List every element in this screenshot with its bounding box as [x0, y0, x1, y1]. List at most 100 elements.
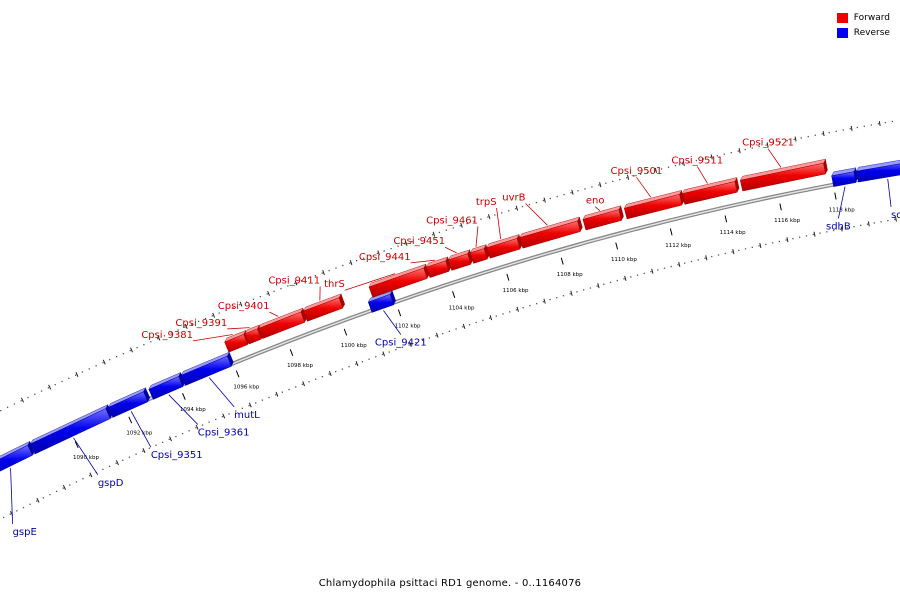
gene-uvrb[interactable]: [519, 216, 583, 249]
gene-cpsi_9511[interactable]: [681, 177, 740, 205]
track-dot: [744, 248, 747, 250]
gene-label: mutL: [234, 410, 260, 421]
track-dot: [835, 130, 837, 132]
track-tick: [355, 361, 359, 367]
track-dot: [884, 121, 887, 124]
track-dot: [415, 342, 417, 344]
track-dot: [583, 289, 585, 291]
track-dot: [275, 394, 277, 396]
track-dot: [142, 450, 144, 452]
gene-eno[interactable]: [582, 205, 624, 231]
track-dot: [495, 315, 497, 317]
track-dot: [128, 456, 131, 458]
track-dot: [195, 427, 197, 429]
track-dot: [281, 391, 283, 393]
track-dot: [74, 374, 77, 376]
track-dot: [300, 280, 303, 282]
track-dot: [170, 332, 172, 334]
track-dot: [55, 490, 58, 493]
track-dot: [201, 424, 204, 426]
gene-label-leader: [475, 226, 479, 247]
gene-label-leader: [344, 273, 396, 291]
track-dot: [362, 257, 365, 259]
gene-sdha[interactable]: [856, 157, 900, 183]
track-dot: [452, 227, 454, 229]
track-dot: [528, 203, 531, 206]
track-dot: [218, 312, 220, 314]
track-dot: [771, 242, 774, 244]
track-dot: [135, 453, 137, 455]
track-dot: [860, 224, 862, 227]
track-dot: [301, 383, 303, 385]
track-dot: [596, 285, 598, 287]
track-dot: [22, 506, 25, 509]
gene-mutl[interactable]: [180, 351, 234, 386]
track-dot: [577, 190, 579, 192]
track-dot: [535, 201, 538, 204]
track-dot: [295, 386, 297, 388]
track-tick: [840, 226, 843, 232]
gene-label-leader: [636, 176, 652, 198]
track-dot: [462, 326, 464, 328]
track-dot: [221, 415, 224, 418]
track-dot: [273, 290, 275, 292]
track-dot: [570, 192, 572, 194]
track-dot: [411, 240, 413, 243]
track-dot: [435, 335, 437, 337]
track-dot: [765, 144, 767, 146]
gene-cpsi_9411[interactable]: [303, 293, 345, 322]
track-dot: [626, 177, 628, 179]
track-tick: [382, 351, 386, 357]
gene-gspd[interactable]: [29, 404, 113, 455]
track-dot: [828, 131, 830, 134]
gene-gspe[interactable]: [0, 440, 35, 477]
track-tick: [759, 242, 762, 249]
gene-cpsi_9421[interactable]: [367, 290, 396, 313]
track-dot: [778, 240, 781, 243]
gene-cpsi_9351[interactable]: [107, 387, 151, 418]
track-dot: [155, 444, 157, 446]
track-dot: [184, 326, 186, 328]
track-tick: [543, 298, 546, 304]
gene-cpsi_9401[interactable]: [258, 307, 307, 339]
track-dot: [143, 343, 145, 346]
gene-trps[interactable]: [486, 234, 523, 259]
track-tick: [570, 290, 573, 296]
track-dot: [81, 371, 84, 373]
track-dot: [681, 163, 684, 165]
track-dot: [40, 390, 43, 392]
track-dot: [535, 302, 538, 305]
track-dot: [328, 373, 330, 375]
track-dot: [487, 216, 489, 218]
gene-cpsi_9451[interactable]: [447, 249, 474, 271]
gene-side-face: [300, 308, 307, 323]
track-tick: [543, 197, 546, 203]
track-dot: [826, 231, 828, 233]
gene-sdhb[interactable]: [831, 167, 858, 187]
gene-thrs[interactable]: [368, 263, 430, 298]
lower-dot-track: [3, 216, 897, 519]
track-dot: [197, 320, 200, 323]
track-dot: [612, 180, 614, 183]
gene-cpsi_9441[interactable]: [426, 256, 452, 278]
track-dot: [418, 238, 420, 240]
gene-cpsi_9501[interactable]: [623, 190, 685, 220]
track-dot: [800, 137, 802, 139]
track-tick: [462, 323, 466, 329]
track-dot: [501, 212, 503, 214]
gene-label-leader: [887, 178, 892, 207]
gene-cpsi_9361[interactable]: [148, 372, 186, 400]
gene-label-leader: [10, 468, 13, 524]
track-tick: [20, 397, 25, 403]
track-dot: [793, 138, 795, 141]
track-dot: [473, 220, 475, 223]
track-tick: [184, 324, 188, 330]
track-dot: [62, 487, 64, 489]
track-dot: [401, 346, 404, 348]
track-dot: [211, 315, 213, 317]
track-dot: [522, 307, 524, 309]
gene-cpsi_9521[interactable]: [739, 158, 828, 192]
scale-tick-mark: [289, 349, 294, 356]
gene-cpsi_9461[interactable]: [469, 244, 490, 264]
gene-side-face: [484, 244, 490, 260]
